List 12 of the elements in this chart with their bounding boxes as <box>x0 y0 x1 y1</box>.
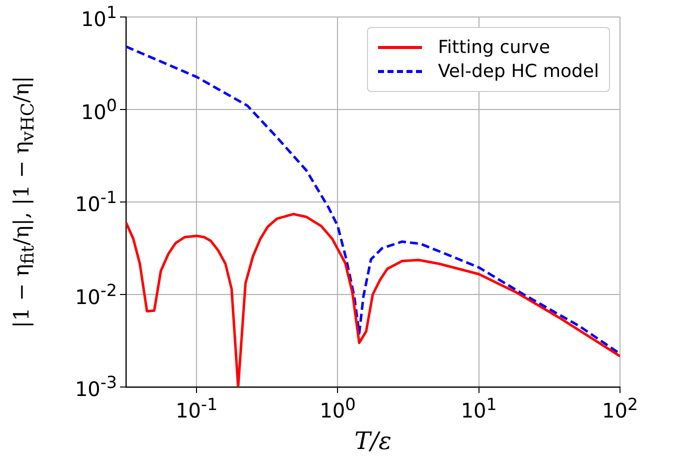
x-tick-label: 10$^{0}$ <box>320 395 356 423</box>
legend-label: Vel-dep HC model <box>438 61 599 82</box>
x-tick-label: 10$^{1}$ <box>460 395 497 423</box>
x-axis-title: T/ε <box>354 427 392 455</box>
legend-label: Fitting curve <box>438 37 550 58</box>
x-tick-label: 10$^{2}$ <box>602 395 638 423</box>
x-tick-label: 10$^{-1}$ <box>176 395 218 423</box>
y-tick-label: 10$^{-1}$ <box>74 188 117 216</box>
y-tick-label: 10$^{0}$ <box>80 96 117 124</box>
y-tick-label: 10$^{1}$ <box>80 3 117 31</box>
y-tick-label: 10$^{-2}$ <box>74 280 117 308</box>
y-tick-label: 10$^{-3}$ <box>74 373 117 401</box>
